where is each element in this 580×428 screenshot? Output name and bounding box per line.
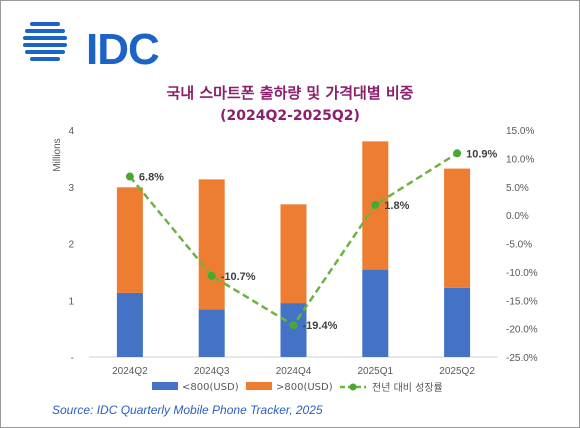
growth-rate-point — [125, 172, 134, 181]
y2-tick-label: -10.0% — [506, 268, 538, 279]
growth-rate-label: -10.7% — [221, 271, 256, 283]
bar-under-800 — [116, 292, 143, 357]
x-tick-label: 2024Q2 — [112, 366, 148, 377]
y2-tick-label: -25.0% — [506, 353, 538, 364]
bar-under-800 — [280, 303, 307, 357]
growth-rate-label: 10.9% — [466, 148, 497, 160]
bar-under-800 — [362, 269, 389, 357]
legend-marker-growth — [349, 383, 357, 391]
y-axis-label: Millions — [52, 138, 63, 171]
legend-label-under-800: <800(USD) — [182, 382, 239, 393]
chart-subtitle: (2024Q2-2025Q2) — [220, 108, 360, 124]
x-tick-label: 2025Q1 — [358, 366, 394, 377]
y2-tick-label: -20.0% — [506, 325, 538, 336]
x-tick-label: 2024Q3 — [194, 366, 230, 377]
bar-over-800 — [444, 168, 471, 288]
y2-tick-label: -15.0% — [506, 296, 538, 307]
globe-icon — [23, 22, 67, 61]
y-tick-label: 1 — [68, 296, 74, 307]
growth-rate-point — [289, 321, 298, 330]
y2-tick-label: 15.0% — [506, 126, 534, 137]
y-tick-label: 2 — [68, 240, 74, 251]
y2-tick-label: 0.0% — [506, 211, 529, 222]
idc-logo: IDC — [20, 16, 160, 72]
y-tick-label: - — [71, 353, 74, 364]
growth-rate-label: 6.8% — [139, 172, 164, 184]
bar-under-800 — [444, 287, 471, 357]
source-note: Source: IDC Quarterly Mobile Phone Track… — [52, 403, 323, 417]
y2-tick-label: 5.0% — [506, 183, 529, 194]
legend-label-growth: 전년 대비 성장률 — [372, 382, 443, 394]
y2-tick-label: 10.0% — [506, 154, 534, 165]
legend-swatch-under-800 — [152, 382, 178, 390]
growth-rate-label: 1.8% — [384, 200, 409, 212]
legend-swatch-over-800 — [246, 382, 272, 390]
bar-over-800 — [280, 204, 307, 304]
y-tick-label: 3 — [68, 183, 74, 194]
bar-over-800 — [116, 187, 143, 293]
logo-text: IDC — [86, 25, 160, 74]
growth-rate-point — [207, 271, 216, 280]
growth-rate-point — [371, 200, 380, 209]
y-tick-label: 4 — [68, 126, 74, 137]
x-tick-label: 2025Q2 — [439, 366, 475, 377]
growth-rate-point — [453, 149, 462, 158]
bar-under-800 — [198, 309, 225, 357]
y2-tick-label: -5.0% — [506, 240, 532, 251]
bar-over-800 — [198, 179, 225, 310]
x-tick-label: 2024Q4 — [276, 366, 312, 377]
growth-rate-label: -19.4% — [303, 320, 338, 332]
chart-title: 국내 스마트폰 출하량 및 가격대별 비중 — [166, 84, 414, 102]
legend-label-over-800: >800(USD) — [276, 382, 333, 393]
